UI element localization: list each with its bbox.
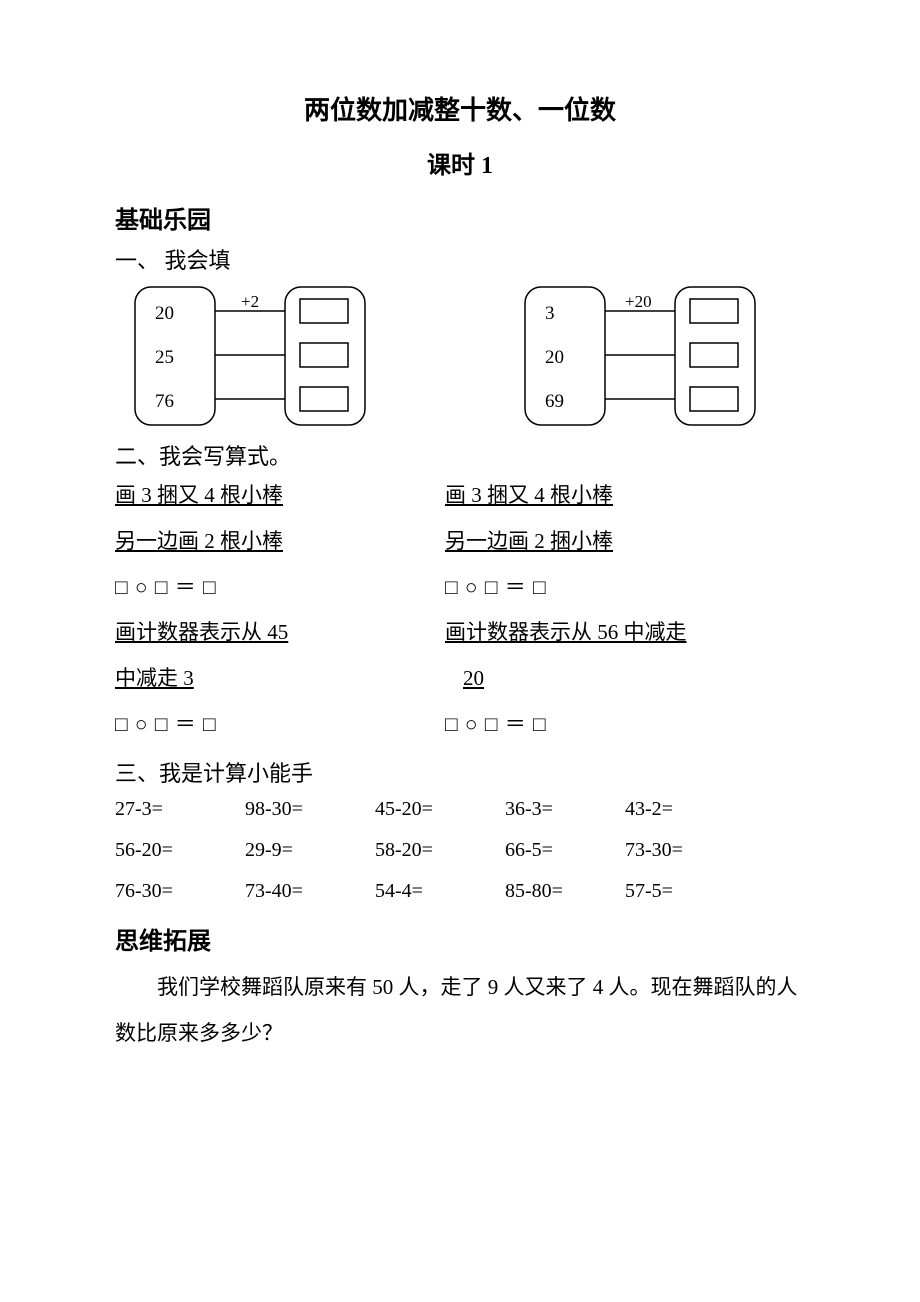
subsection-3-heading: 三、我是计算小能手: [115, 756, 805, 788]
section-extend-heading: 思维拓展: [115, 921, 805, 956]
calc-cell: 29-9=: [245, 839, 375, 862]
page-title: 两位数加减整十数、一位数: [115, 90, 805, 127]
q2-c1: 画计数器表示从 45: [115, 614, 435, 652]
calc-cell: 56-20=: [115, 839, 245, 862]
diagram-a-val-1: 25: [155, 347, 174, 368]
lesson-number: 课时 1: [115, 145, 805, 180]
calculation-grid: 27-3= 98-30= 45-20= 36-3= 43-2= 56-20= 2…: [115, 798, 805, 903]
subsection-1-heading: 一、 我会填: [115, 243, 805, 275]
q2-a2: 另一边画 2 根小棒: [115, 523, 435, 561]
q2-d2: 20: [445, 660, 765, 698]
diagram-b-val-0: 3: [545, 303, 555, 324]
calc-cell: 73-40=: [245, 880, 375, 903]
calc-cell: 98-30=: [245, 798, 375, 821]
equation-template-1: □ ○ □ ＝ □: [115, 569, 435, 607]
equation-template-3: □ ○ □ ＝ □: [115, 706, 435, 744]
diagram-a-val-2: 76: [155, 391, 174, 412]
calc-cell: 57-5=: [625, 880, 745, 903]
q2-c2: 中减走 3: [115, 660, 435, 698]
subsection-2-heading: 二、我会写算式。: [115, 439, 805, 471]
q2-b2: 另一边画 2 捆小棒: [445, 523, 765, 561]
calc-cell: 85-80=: [505, 880, 625, 903]
q2-a1: 画 3 捆又 4 根小棒: [115, 477, 435, 515]
diagram-a-operator: +2: [241, 292, 259, 311]
q2-d1: 画计数器表示从 56 中减走: [445, 614, 765, 652]
diagram-b-val-2: 69: [545, 391, 564, 412]
calc-cell: 54-4=: [375, 880, 505, 903]
diagram-plus-2: 20 25 76 +2: [115, 281, 395, 431]
section-basic-heading: 基础乐园: [115, 200, 805, 235]
calc-cell: 45-20=: [375, 798, 505, 821]
diagram-plus-20: 3 20 69 +20: [505, 281, 785, 431]
diagram-b-operator: +20: [625, 292, 652, 311]
equation-writing-grid: 画 3 捆又 4 根小棒 画 3 捆又 4 根小棒 另一边画 2 根小棒 另一边…: [115, 477, 805, 744]
calc-cell: 43-2=: [625, 798, 745, 821]
diagram-a-val-0: 20: [155, 303, 174, 324]
q2-b1: 画 3 捆又 4 根小棒: [445, 477, 765, 515]
equation-template-2: □ ○ □ ＝ □: [445, 569, 765, 607]
calc-cell: 76-30=: [115, 880, 245, 903]
equation-template-4: □ ○ □ ＝ □: [445, 706, 765, 744]
word-problem: 我们学校舞蹈队原来有 50 人，走了 9 人又来了 4 人。现在舞蹈队的人数比原…: [115, 964, 805, 1056]
calc-cell: 73-30=: [625, 839, 745, 862]
calc-cell: 27-3=: [115, 798, 245, 821]
calc-cell: 66-5=: [505, 839, 625, 862]
diagram-b-val-1: 20: [545, 347, 564, 368]
calc-cell: 58-20=: [375, 839, 505, 862]
fill-diagrams: 20 25 76 +2 3 20 69 +20: [115, 281, 805, 431]
calc-cell: 36-3=: [505, 798, 625, 821]
